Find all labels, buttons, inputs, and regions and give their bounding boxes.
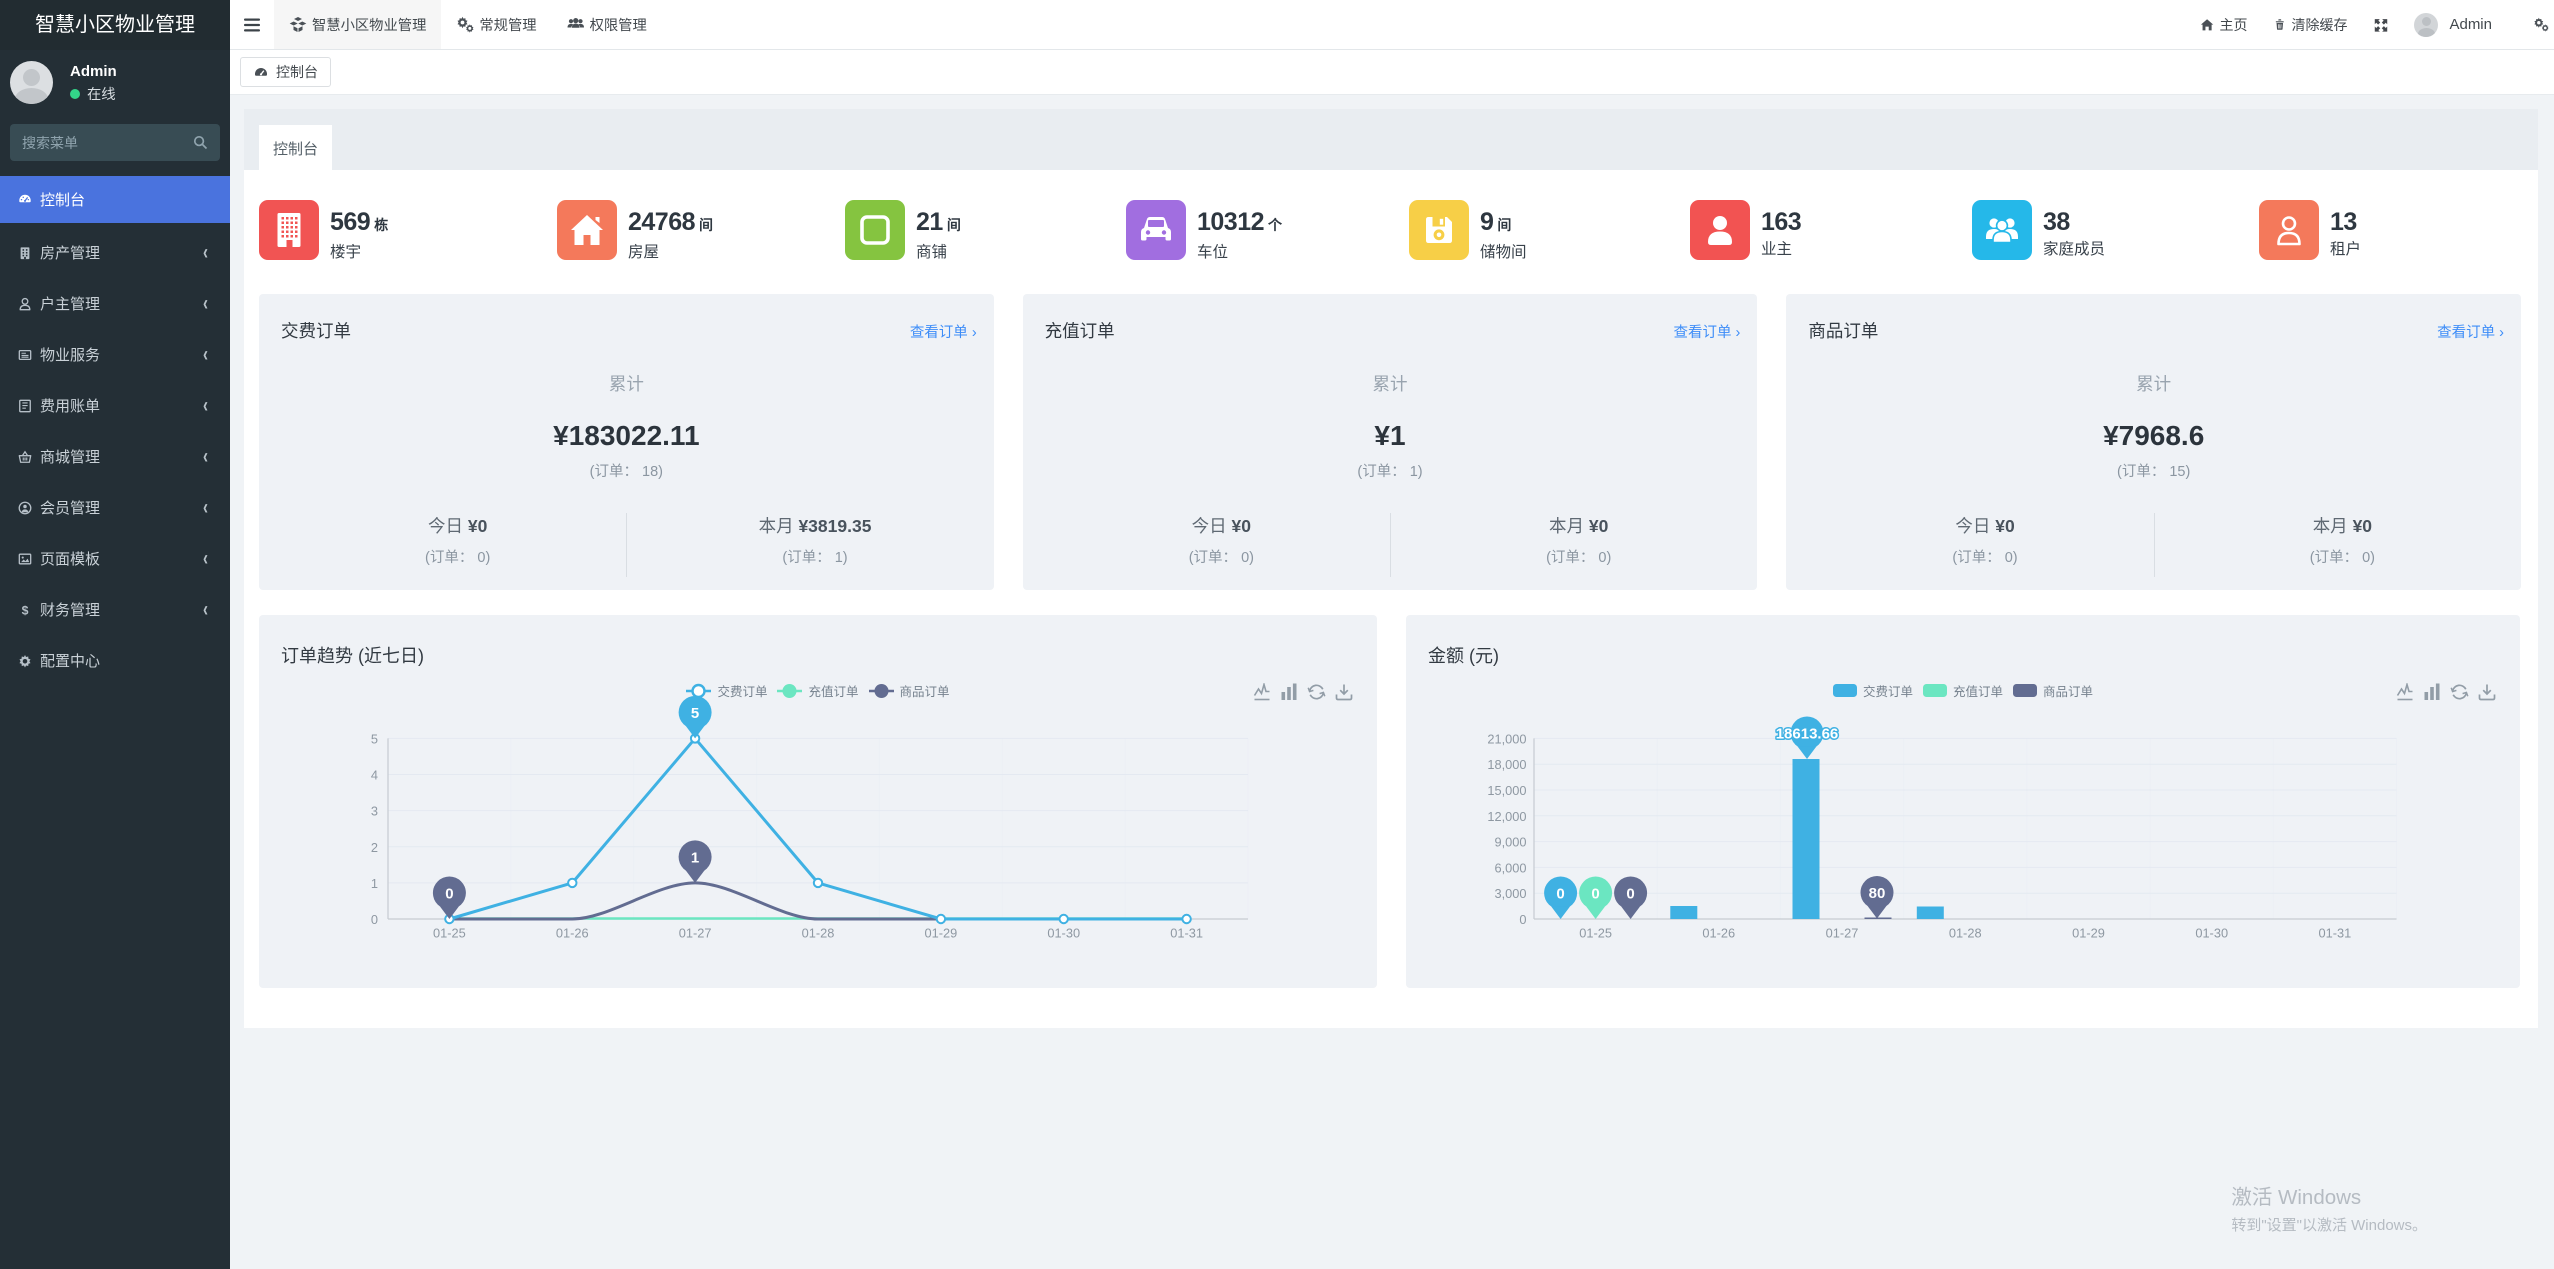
svg-text:01-25: 01-25 [1579,926,1612,941]
svg-text:01-30: 01-30 [1047,926,1080,941]
svg-text:01-29: 01-29 [925,926,958,941]
svg-text:0: 0 [1519,912,1526,927]
svg-text:5: 5 [371,731,378,746]
svg-text:6,000: 6,000 [1494,860,1526,875]
svg-text:01-28: 01-28 [1949,926,1982,941]
svg-text:5: 5 [691,705,699,722]
svg-text:3,000: 3,000 [1494,886,1526,901]
svg-text:12,000: 12,000 [1487,809,1526,824]
svg-text:21,000: 21,000 [1487,731,1526,746]
svg-text:$: $ [22,603,29,617]
svg-text:0: 0 [1626,886,1634,903]
svg-text:1: 1 [691,849,699,866]
svg-text:01-30: 01-30 [2195,926,2228,941]
svg-text:18,000: 18,000 [1487,757,1526,772]
svg-text:15,000: 15,000 [1487,783,1526,798]
svg-text:3: 3 [371,804,378,819]
svg-text:0: 0 [1591,886,1599,903]
svg-text:2: 2 [371,840,378,855]
svg-text:0: 0 [445,886,453,903]
svg-text:4: 4 [371,768,378,783]
svg-text:18613.66: 18613.66 [1776,726,1839,743]
svg-text:80: 80 [1869,885,1886,902]
svg-text:01-27: 01-27 [1826,926,1859,941]
svg-text:01-29: 01-29 [2072,926,2105,941]
svg-text:0: 0 [1556,886,1564,903]
svg-text:01-26: 01-26 [1702,926,1735,941]
svg-text:01-26: 01-26 [556,926,589,941]
svg-text:01-31: 01-31 [2319,926,2352,941]
svg-text:01-27: 01-27 [679,926,712,941]
svg-text:01-31: 01-31 [1170,926,1203,941]
svg-text:1: 1 [371,876,378,891]
svg-text:01-28: 01-28 [802,926,835,941]
svg-text:01-25: 01-25 [433,926,466,941]
svg-text:0: 0 [371,912,378,927]
svg-text:9,000: 9,000 [1494,835,1526,850]
